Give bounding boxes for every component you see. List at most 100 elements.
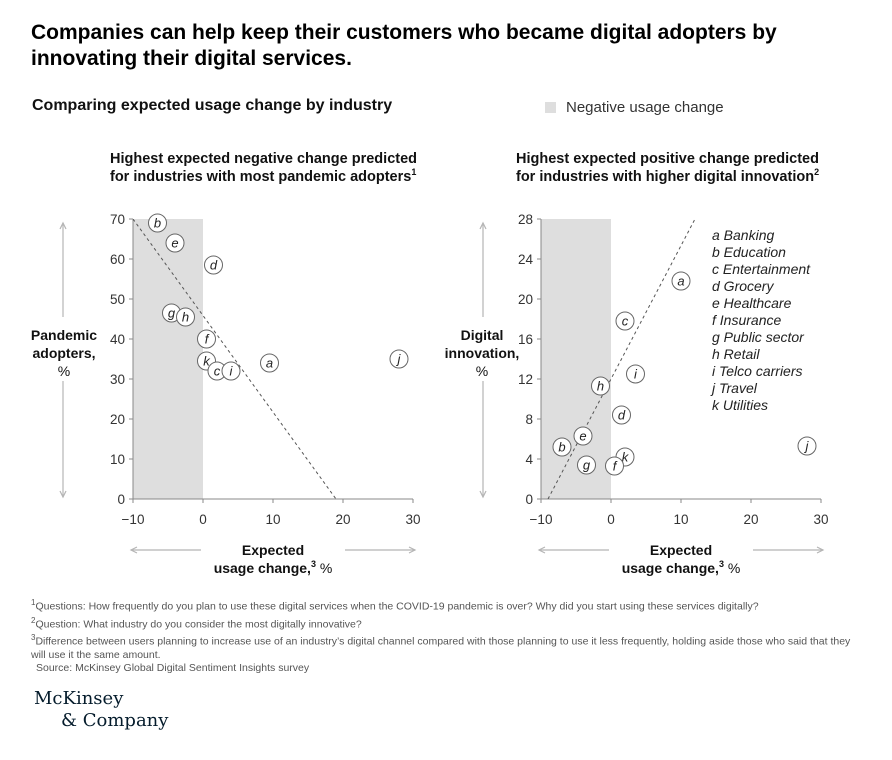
chart-1-ytick-label: 10 (110, 452, 125, 467)
legend: Negative usage change (545, 99, 724, 116)
chart-2-ytick-label: 20 (518, 292, 533, 307)
footnote-2: 2Question: What industry do you consider… (31, 615, 362, 631)
chart-2-ytick-label: 24 (518, 252, 534, 267)
chart-1-point-label: h (182, 310, 189, 325)
chart-2-point-label: c (622, 314, 629, 329)
chart-2-ylabel-line-1: Digital (461, 327, 504, 343)
chart-1-point-i: i (221, 361, 241, 381)
chart-1-point-label: a (266, 356, 273, 371)
chart-2-title-line-2: for industries with higher digital innov… (516, 167, 819, 185)
chart-1-ytick-label: 50 (110, 292, 125, 307)
chart-2-ytick-label: 4 (525, 452, 533, 467)
chart-1-ylabel-line-1: Pandemic (31, 327, 97, 343)
logo-line-1: McKinsey (34, 688, 124, 709)
mckinsey-logo: McKinsey & Company (34, 688, 168, 732)
chart-2-point-label: k (622, 450, 630, 465)
chart-2-ylabel-line-3: % (476, 363, 488, 379)
chart-2-ylabel-line-2: innovation, (445, 345, 520, 361)
chart-1-ytick-label: 30 (110, 372, 125, 387)
chart-1-ytick-label: 40 (110, 332, 125, 347)
industry-legend-item: j Travel (710, 380, 758, 396)
chart-2-point-b: b (552, 437, 572, 457)
source-note: Source: McKinsey Global Digital Sentimen… (36, 662, 310, 675)
industry-legend-item: k Utilities (712, 397, 768, 413)
industry-legend-item: d Grocery (712, 278, 774, 294)
logo-line-2: & Company (61, 710, 169, 731)
chart-1-point-label: e (171, 236, 178, 251)
chart-1-point-f: f (197, 329, 216, 349)
chart-2-point-label: h (597, 379, 604, 394)
chart-1-point-label: d (210, 258, 218, 273)
chart-2-title-sup: 2 (814, 167, 819, 177)
chart-1-xtick-label: 20 (335, 512, 350, 527)
footnotes: 1Questions: How frequently do you plan t… (31, 596, 861, 676)
chart-2-xtick-label: 10 (673, 512, 688, 527)
chart-1-point-e: e (165, 233, 185, 253)
chart-2-xlabel-line-2: usage change,3 % (622, 559, 741, 576)
chart-2-ytick-label: 16 (518, 332, 533, 347)
chart-2-xtick-label: −10 (530, 512, 553, 527)
chart-1-point-label: g (168, 306, 176, 321)
chart-2-point-d: d (612, 405, 631, 425)
chart-1-title-line-1: Highest expected negative change predict… (110, 151, 417, 167)
chart-2-point-label: i (634, 367, 638, 382)
footnote-3: 3Difference between users planning to in… (31, 633, 851, 662)
chart-1-ytick-label: 0 (117, 492, 125, 507)
chart-2-xtick-label: 30 (813, 512, 828, 527)
chart-1-point-a: a (260, 353, 279, 373)
chart-1-xtick-label: −10 (122, 512, 145, 527)
charts-area: Highest expected negative change predict… (31, 151, 829, 576)
footnote-1: 1Questions: How frequently do you plan t… (31, 598, 759, 613)
chart-2-point-c: c (615, 311, 635, 331)
chart-2-ytick-label: 12 (518, 372, 533, 387)
chart-1-point-label: b (154, 216, 161, 231)
chart-2-point-label: g (583, 458, 591, 473)
chart-1-point-b: b (148, 213, 167, 233)
chart-1-trendline (133, 219, 337, 499)
chart-2-ytick-label: 28 (518, 212, 533, 227)
chart-1-ytick-label: 60 (110, 252, 125, 267)
chart-1-xlabel-line-2: usage change,3 % (214, 559, 333, 576)
chart-1-xlabel-line-1: Expected (242, 542, 304, 558)
chart-2-xlabel-line-1: Expected (650, 542, 712, 558)
chart-2-point-label: f (613, 459, 618, 474)
industry-legend-item: g Public sector (712, 329, 805, 345)
chart-1-point-label: i (230, 364, 234, 379)
chart-2-point-g: g (577, 455, 596, 475)
chart-2-title-line-1: Highest expected positive change predict… (516, 151, 819, 167)
chart-1-point-h: h (176, 307, 195, 327)
chart-1-ytick-label: 20 (110, 412, 125, 427)
chart-2-xtick-label: 0 (607, 512, 615, 527)
chart-2-ytick-label: 0 (525, 492, 533, 507)
chart-2-point-e: e (573, 426, 593, 446)
legend-swatch (545, 102, 556, 113)
chart-2-point-h: h (591, 376, 610, 396)
legend-label: Negative usage change (566, 99, 724, 116)
industry-legend-item: a Banking (712, 227, 774, 243)
industry-legend-item: f Insurance (712, 312, 781, 328)
chart-2-xtick-label: 20 (743, 512, 758, 527)
chart-2: Highest expected positive change predict… (445, 151, 829, 576)
chart-1-title-sup: 1 (411, 167, 416, 177)
industry-legend-item: b Education (712, 244, 786, 260)
industry-legend-item: c Entertainment (712, 261, 811, 277)
chart-2-negative-region (541, 219, 611, 499)
chart-1-point-label: j (396, 352, 402, 367)
chart-2-point-label: b (558, 440, 565, 455)
chart-1-ytick-label: 70 (110, 212, 125, 227)
chart-2-point-label: d (618, 408, 626, 423)
chart-1-point-d: d (204, 255, 223, 275)
chart-1-point-label: f (205, 332, 210, 347)
industry-legend-item: i Telco carriers (712, 363, 803, 379)
chart-1-ylabel-line-3: % (58, 363, 70, 379)
chart-2-point-label: a (677, 274, 684, 289)
chart-1-xtick-label: 10 (265, 512, 280, 527)
chart-2-point-a: a (671, 271, 691, 291)
chart-2-point-label: e (579, 429, 586, 444)
page-title: Companies can help keep their customers … (31, 21, 777, 70)
industry-legend-item: e Healthcare (712, 295, 792, 311)
industry-legend-item: h Retail (712, 346, 760, 362)
chart-1-negative-region (133, 219, 203, 499)
chart-2-ytick-label: 8 (525, 412, 533, 427)
